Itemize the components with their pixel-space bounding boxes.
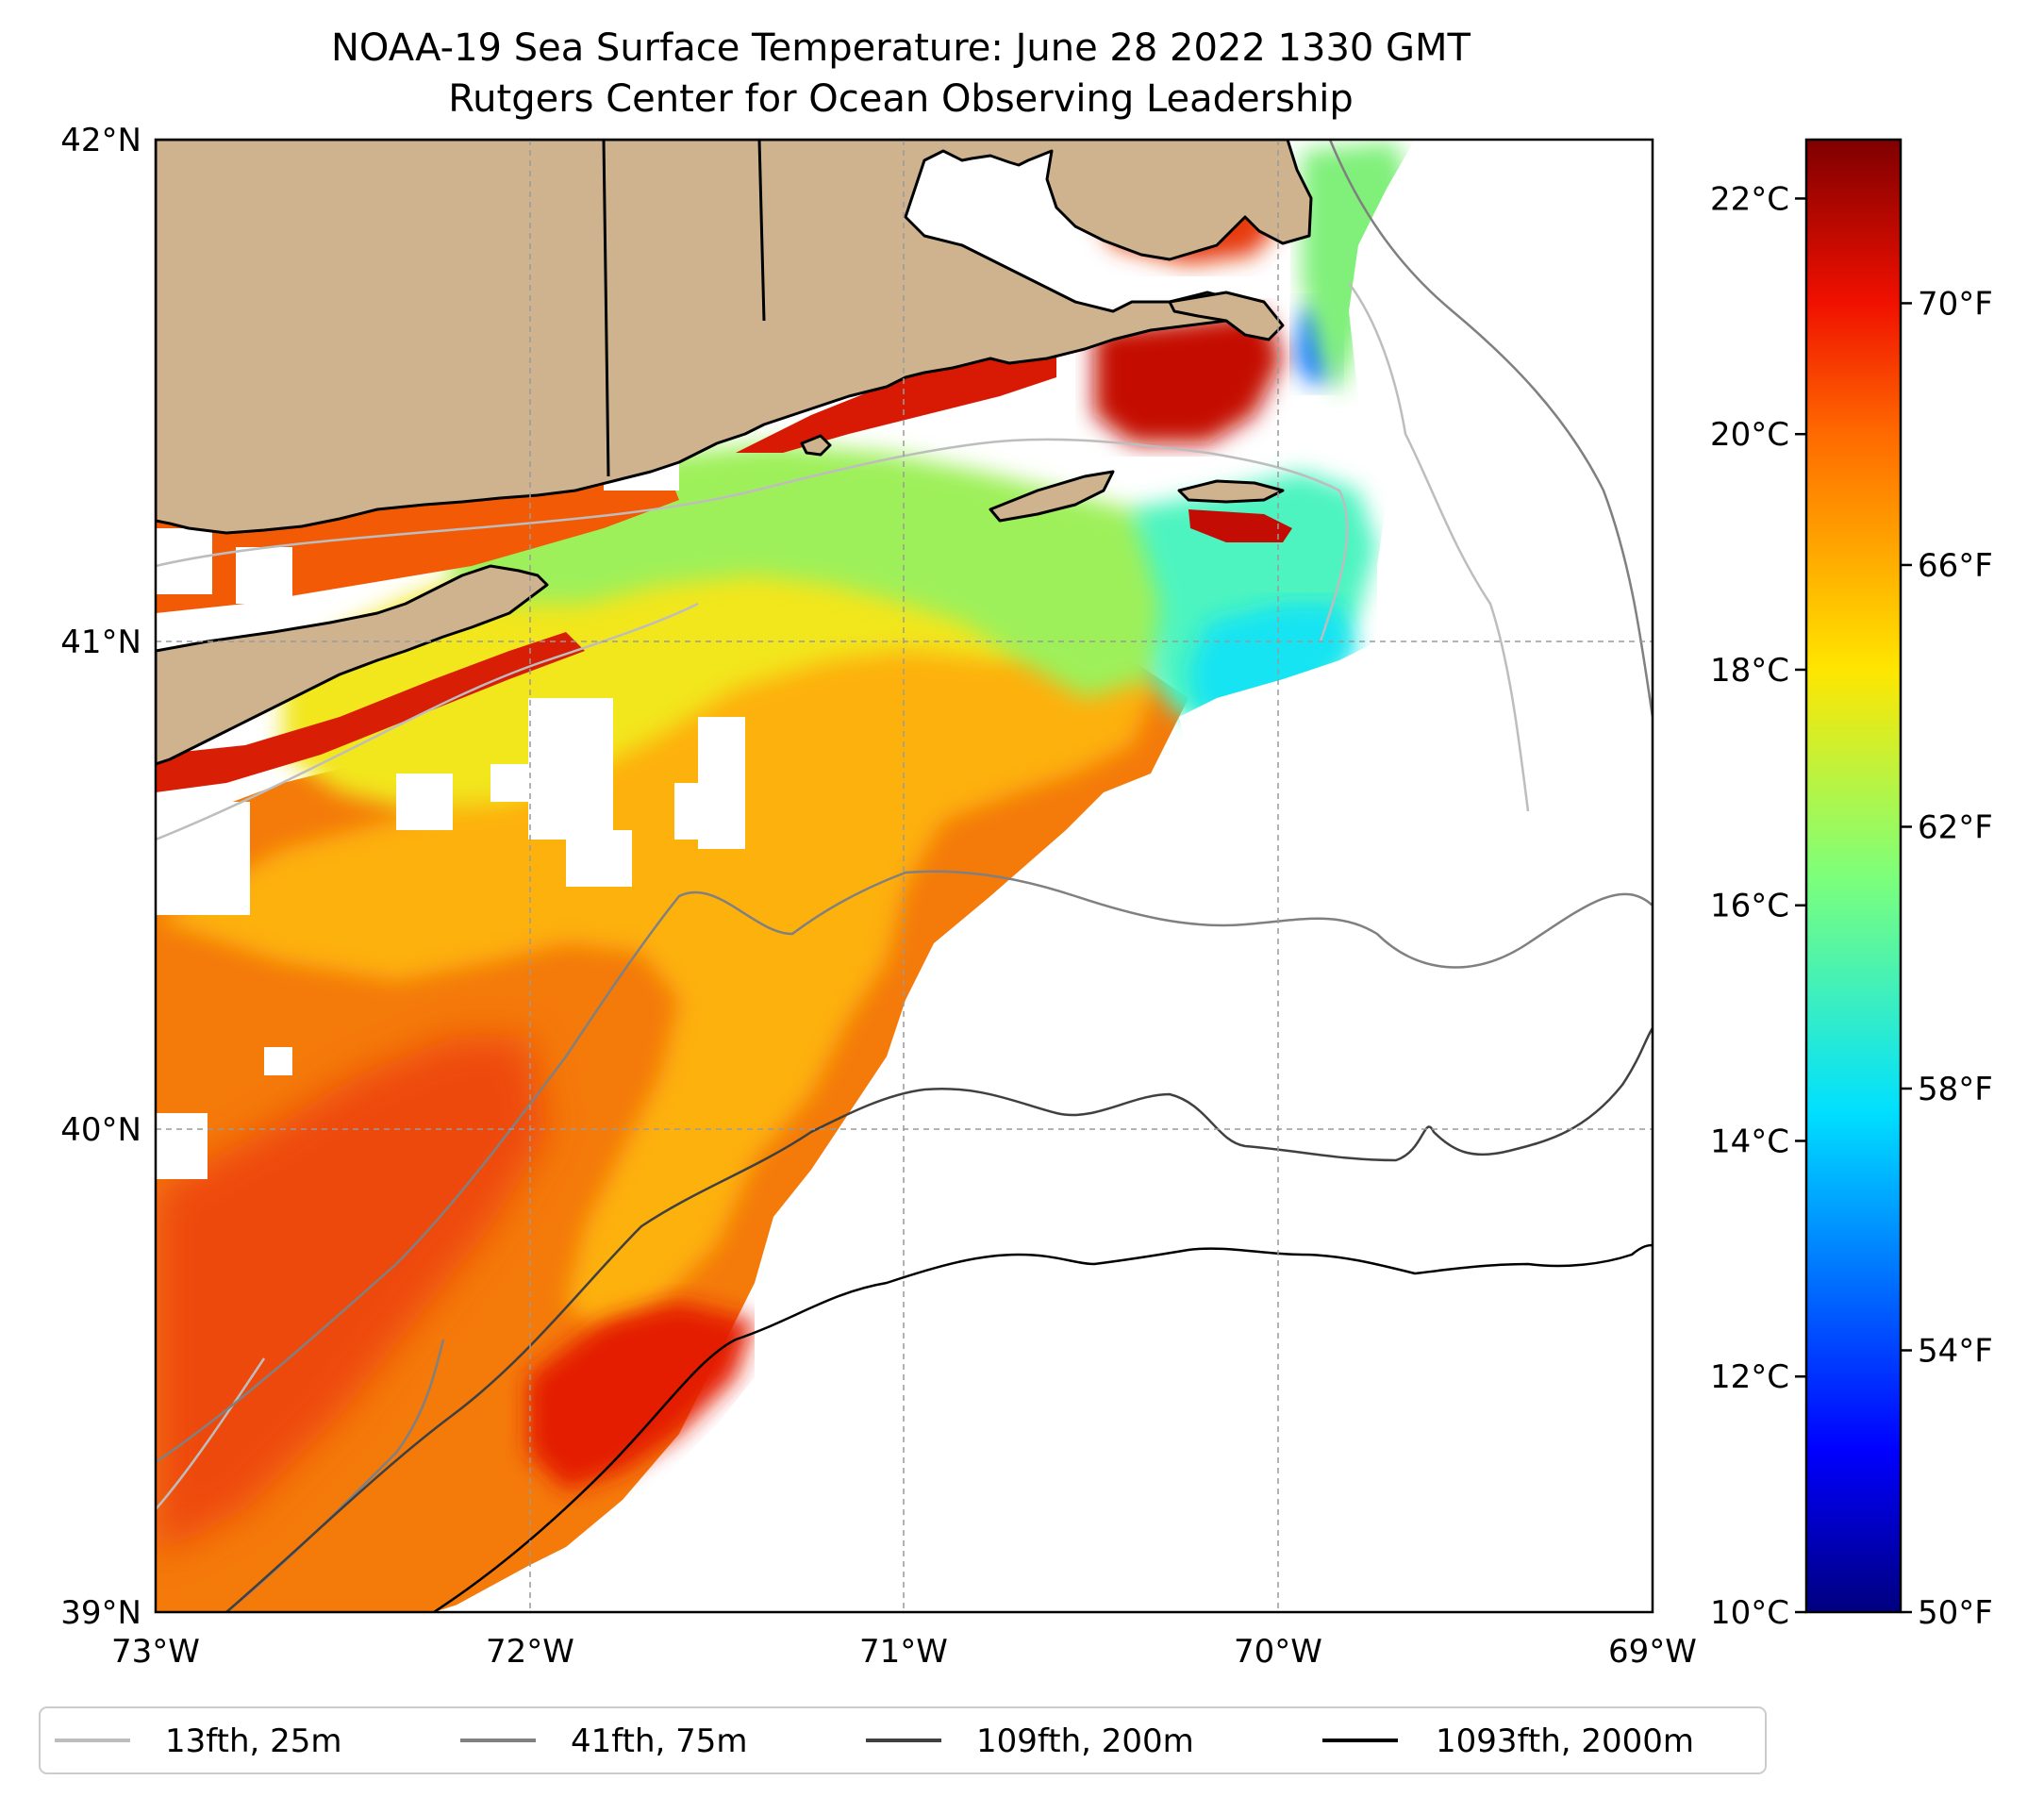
colorbar-celsius-label: 22°C xyxy=(1710,180,1789,218)
cloud-mask-patch xyxy=(490,764,547,802)
lon-tick-label: 70°W xyxy=(1234,1633,1322,1671)
colorbar: 10°C 12°C 14°C 16°C 18°C 20°C 22°C 50°F 54°F 58°… xyxy=(1710,138,1993,1632)
legend-label: 1093fth, 2000m xyxy=(1436,1722,1694,1760)
state-boundaries xyxy=(602,140,766,477)
contour-25m xyxy=(1347,282,1530,812)
lon-tick-label: 72°W xyxy=(486,1633,574,1671)
colorbar-gradient xyxy=(1804,138,1903,1614)
contour-75m xyxy=(1328,140,1653,718)
land xyxy=(156,140,1313,766)
colorbar-fahrenheit-label: 50°F xyxy=(1918,1594,1993,1632)
sst-red-southwest-band xyxy=(156,1038,547,1556)
contour-200m xyxy=(225,1027,1653,1612)
colorbar-celsius-ticks: 10°C 12°C 14°C 16°C 18°C 20°C 22°C xyxy=(1710,180,1806,1632)
colorbar-fahrenheit-ticks: 50°F 54°F 58°F 62°F 66°F 70°F xyxy=(1901,285,1993,1632)
legend: 13fth, 25m 41fth, 75m 109fth, 200m 1093f… xyxy=(39,1706,1767,1774)
sst-nantucket-red-patch xyxy=(1188,509,1292,542)
cloud-mask-patch xyxy=(156,528,212,594)
lat-tick-label: 40°N xyxy=(60,1111,141,1149)
ct-ri-boundary xyxy=(602,140,610,477)
land-block-island xyxy=(800,434,832,457)
lon-axis: 73°W 72°W 71°W 70°W 69°W xyxy=(111,1633,1697,1671)
lon-tick-label: 69°W xyxy=(1608,1633,1697,1671)
cloud-mask-east xyxy=(443,140,1653,1612)
colorbar-fahrenheit-label: 62°F xyxy=(1918,808,1993,846)
colorbar-fahrenheit-label: 66°F xyxy=(1918,547,1993,585)
colorbar-fahrenheit-label: 54°F xyxy=(1918,1332,1993,1370)
land-long-island xyxy=(156,564,549,766)
contour-75m xyxy=(156,870,1653,1464)
lon-tick-label: 71°W xyxy=(859,1633,948,1671)
land-cape-cod xyxy=(1168,291,1285,341)
cloud-mask-patch xyxy=(264,1047,292,1075)
land-nantucket xyxy=(1177,479,1285,504)
colorbar-fahrenheit-label: 58°F xyxy=(1918,1071,1993,1108)
legend-label: 41fth, 75m xyxy=(571,1722,748,1760)
cloud-mask-patch xyxy=(674,783,712,840)
sst-deep-red-shelf-edge xyxy=(528,1302,755,1490)
lat-axis: 42°N 41°N 40°N 39°N xyxy=(60,122,141,1632)
lon-tick-label: 73°W xyxy=(111,1633,200,1671)
colorbar-fahrenheit-label: 70°F xyxy=(1918,285,1993,323)
bathymetry-contours xyxy=(156,140,1653,1612)
colorbar-celsius-label: 12°C xyxy=(1710,1358,1789,1396)
sst-orange-yellow-band xyxy=(156,585,1160,1339)
graticule xyxy=(156,140,1653,1612)
cloud-mask-patch xyxy=(156,1113,208,1179)
lat-tick-label: 42°N xyxy=(60,122,141,159)
contour-25m xyxy=(156,602,699,841)
cloud-mask-patch xyxy=(566,830,632,887)
legend-label: 13fth, 25m xyxy=(165,1722,342,1760)
map-frame xyxy=(154,138,1654,1614)
contour-25m xyxy=(156,1357,266,1510)
map-title-line-1: NOAA-19 Sea Surface Temperature: June 28… xyxy=(331,26,1471,70)
map-area xyxy=(156,140,1653,1612)
sst-nearshore-red-strip xyxy=(736,340,1056,453)
colorbar-celsius-label: 20°C xyxy=(1710,416,1789,454)
land-marthas-vineyard xyxy=(989,470,1115,523)
contour-2000m xyxy=(433,1243,1653,1612)
lat-tick-label: 41°N xyxy=(60,624,141,661)
legend-label: 109fth, 200m xyxy=(976,1722,1194,1760)
cloud-mask-patch xyxy=(396,774,453,830)
lat-tick-label: 39°N xyxy=(60,1594,141,1632)
cloud-mask-patch xyxy=(236,547,292,604)
contour-25m xyxy=(156,438,1349,642)
colorbar-celsius-label: 16°C xyxy=(1710,888,1789,925)
sst-nantucket-sound-red xyxy=(1094,311,1283,443)
ri-ma-boundary xyxy=(757,140,766,322)
sst-long-island-south-shore-red xyxy=(156,632,585,792)
map-title-line-2: Rutgers Center for Ocean Observing Leade… xyxy=(448,77,1354,121)
colorbar-celsius-label: 14°C xyxy=(1710,1123,1789,1160)
colorbar-celsius-label: 18°C xyxy=(1710,652,1789,690)
colorbar-celsius-label: 10°C xyxy=(1710,1594,1789,1632)
